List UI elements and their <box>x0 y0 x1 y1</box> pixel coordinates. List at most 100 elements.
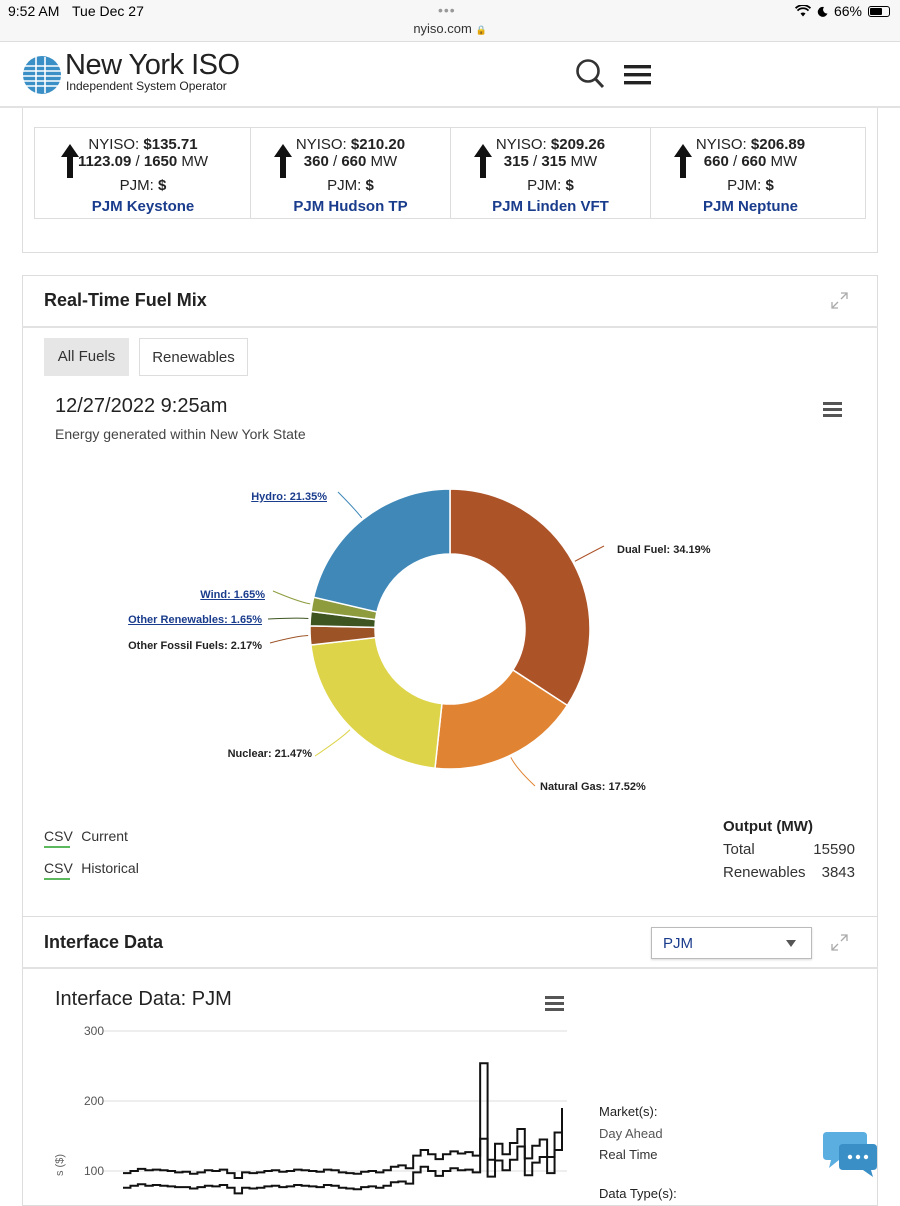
battery-percent: 66% <box>833 3 862 19</box>
output-total-value: 15590 <box>813 841 855 858</box>
interface-data-card <box>22 916 878 1206</box>
pjm-price: $ <box>765 177 774 194</box>
wifi-icon <box>794 5 811 17</box>
tab-all-fuels[interactable]: All Fuels <box>44 338 129 376</box>
divider <box>250 127 251 219</box>
fuel-mix-card <box>22 275 878 918</box>
interface-name[interactable]: PJM Linden VFT <box>492 198 609 215</box>
series-line-nyiso[interactable] <box>123 1108 563 1179</box>
logo-subtitle: Independent System Operator <box>66 79 227 93</box>
chart-menu-icon[interactable] <box>545 996 565 1012</box>
csv-label: Historical <box>81 860 139 876</box>
divider <box>22 326 878 328</box>
divider <box>450 127 451 219</box>
csv-badge: CSV <box>44 828 73 844</box>
fuel-mix-donut-chart <box>267 488 605 787</box>
pie-label-other-renewables[interactable]: Other Renewables: 1.65% <box>128 614 262 626</box>
output-renewables-value: 3843 <box>821 864 855 881</box>
flow-limit: 1650 <box>143 153 178 170</box>
divider <box>22 967 878 969</box>
flow-unit: MW <box>181 153 209 170</box>
nyiso-price: $210.20 <box>350 136 406 153</box>
pie-slice-dual-fuel[interactable] <box>449 488 591 707</box>
chart-subtitle: Energy generated within New York State <box>55 426 306 442</box>
interface-cell-linden: NYISO: $209.26 315 / 315 MW PJM: $ PJM L… <box>451 128 650 218</box>
pjm-label: PJM: <box>327 177 362 194</box>
status-time: 9:52 AM <box>8 3 60 19</box>
pie-leader-line <box>269 635 309 644</box>
expand-icon[interactable] <box>831 934 848 951</box>
pie-leader-line <box>574 545 605 562</box>
tab-menu-dots[interactable]: ••• <box>438 2 456 18</box>
market-option-real-time[interactable]: Real Time <box>599 1147 658 1162</box>
expand-icon[interactable] <box>831 292 848 309</box>
market-option-day-ahead[interactable]: Day Ahead <box>599 1126 663 1141</box>
flow-up-arrow-icon <box>674 144 692 178</box>
nyiso-logo-icon[interactable] <box>22 55 62 95</box>
chevron-down-icon <box>786 940 796 947</box>
interface-chart-title: Interface Data: PJM <box>55 988 232 1010</box>
flow-value: 315 <box>503 153 529 170</box>
pie-slice-hydro[interactable] <box>312 488 451 613</box>
y-axis-label: s ($) <box>54 1154 66 1176</box>
output-title: Output (MW) <box>723 818 813 835</box>
pjm-price: $ <box>565 177 574 194</box>
flow-unit: MW <box>770 153 798 170</box>
chart-menu-icon[interactable] <box>823 402 843 418</box>
csv-badge: CSV <box>44 860 73 876</box>
status-date: Tue Dec 27 <box>72 3 144 19</box>
series-line-pjm[interactable] <box>123 1062 563 1195</box>
pjm-label: PJM: <box>527 177 562 194</box>
y-tick-label: 300 <box>84 1024 104 1038</box>
interface-name[interactable]: PJM Hudson TP <box>293 198 408 215</box>
data-type-label: Data Type(s): <box>599 1186 677 1201</box>
pie-label-hydro[interactable]: Hydro: 21.35% <box>251 491 327 503</box>
nyiso-price: $135.71 <box>143 136 198 153</box>
moon-icon <box>817 6 828 17</box>
flow-limit: 660 <box>341 153 367 170</box>
csv-underline <box>44 846 70 848</box>
interface-line-chart: 300 200 100 <box>84 1024 567 1195</box>
interface-cell-hudson: NYISO: $210.20 360 / 660 MW PJM: $ PJM H… <box>251 128 450 218</box>
search-icon[interactable] <box>575 58 605 90</box>
flow-value: 1123.09 <box>77 153 132 170</box>
flow-up-arrow-icon <box>61 144 79 178</box>
pie-label-other-fossil: Other Fossil Fuels: 2.17% <box>128 640 262 652</box>
nyiso-label: NYISO: <box>695 136 747 153</box>
interface-cell-keystone: NYISO: $135.71 1123.09 / 1650 MW PJM: $ … <box>36 128 250 218</box>
divider <box>650 127 651 219</box>
select-value: PJM <box>663 935 693 952</box>
csv-current-link[interactable]: CSV Current <box>44 828 128 848</box>
flow-up-arrow-icon <box>474 144 492 178</box>
interface-select[interactable]: PJM <box>651 927 812 959</box>
pie-leader-line <box>267 617 309 620</box>
tab-renewables[interactable]: Renewables <box>139 338 248 376</box>
flow-limit: 660 <box>741 153 767 170</box>
pie-leader-line <box>272 590 311 605</box>
pjm-label: PJM: <box>727 177 762 194</box>
y-tick-label: 100 <box>84 1164 104 1178</box>
address-bar[interactable]: nyiso.com 🔒 <box>0 21 900 36</box>
pjm-price: $ <box>365 177 374 194</box>
pjm-price: $ <box>158 177 167 194</box>
nyiso-label: NYISO: <box>495 136 547 153</box>
pie-slice-nuclear[interactable] <box>310 636 443 770</box>
output-total-label: Total <box>723 841 755 858</box>
csv-historical-link[interactable]: CSV Historical <box>44 860 139 880</box>
output-renewables-label: Renewables <box>723 864 806 881</box>
interface-name[interactable]: PJM Keystone <box>91 198 195 215</box>
fuel-mix-title: Real-Time Fuel Mix <box>44 290 207 310</box>
url-text: nyiso.com <box>413 21 472 36</box>
chat-icon[interactable] <box>823 1130 879 1180</box>
pie-label-wind[interactable]: Wind: 1.65% <box>200 589 265 601</box>
chart-timestamp: 12/27/2022 9:25am <box>55 395 228 417</box>
hamburger-menu-icon[interactable] <box>624 64 652 86</box>
nyiso-price: $206.89 <box>750 136 806 153</box>
interface-name[interactable]: PJM Neptune <box>702 198 798 215</box>
logo-title[interactable]: New York ISO <box>65 49 240 81</box>
flow-limit: 315 <box>541 153 567 170</box>
browser-status-bar: 9:52 AM Tue Dec 27 ••• nyiso.com 🔒 66% <box>0 0 900 42</box>
site-header: New York ISO Independent System Operator <box>0 42 900 108</box>
interface-cell-neptune: NYISO: $206.89 660 / 660 MW PJM: $ PJM N… <box>651 128 850 218</box>
interface-data-title: Interface Data <box>44 932 164 952</box>
